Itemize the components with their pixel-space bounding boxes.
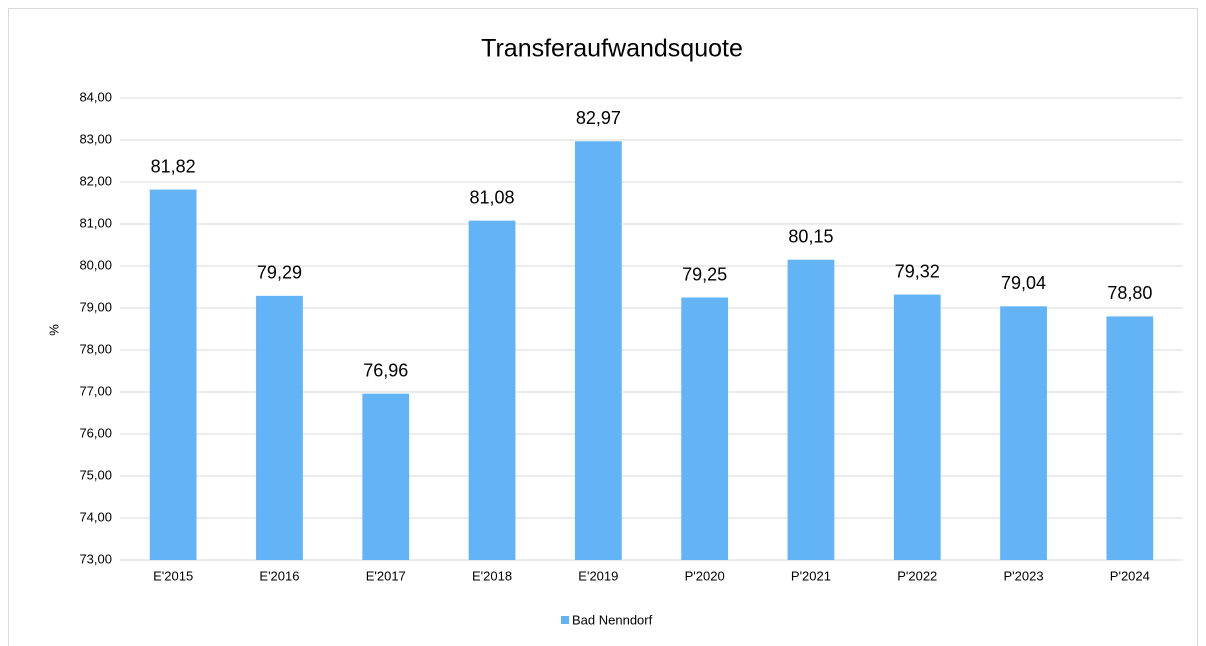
x-tick-label: P'2020 [685, 568, 725, 583]
bar [893, 294, 941, 560]
bar [362, 393, 410, 560]
y-tick-label: 83,00 [79, 131, 112, 146]
y-tick-label: 76,00 [79, 425, 112, 440]
bar [1106, 316, 1154, 560]
x-tick-label: E'2018 [472, 568, 512, 583]
y-tick-label: 82,00 [79, 173, 112, 188]
data-label: 81,08 [470, 187, 515, 207]
x-tick-label: E'2017 [366, 568, 406, 583]
y-tick-label: 79,00 [79, 299, 112, 314]
x-tick-label: P'2024 [1110, 568, 1150, 583]
x-tick-label: P'2023 [1004, 568, 1044, 583]
chart-title: Transferaufwandsquote [481, 35, 743, 63]
y-tick-label: 84,00 [79, 89, 112, 104]
y-tick-label: 77,00 [79, 383, 112, 398]
bar [1000, 306, 1047, 560]
bar [787, 259, 835, 560]
x-tick-label: E'2016 [259, 568, 299, 583]
bar [256, 295, 303, 560]
y-tick-label: 73,00 [79, 551, 112, 566]
bar [681, 297, 729, 560]
data-label: 79,25 [682, 264, 727, 284]
x-tick-label: P'2022 [897, 568, 937, 583]
y-tick-label: 80,00 [79, 257, 112, 272]
x-tick-label: E'2015 [153, 568, 193, 583]
legend-swatch [561, 616, 569, 624]
x-tick-label: P'2021 [791, 568, 831, 583]
y-tick-label: 81,00 [79, 215, 112, 230]
y-tick-label: 78,00 [79, 341, 112, 356]
data-label: 79,04 [1001, 273, 1046, 293]
data-label: 82,97 [576, 108, 621, 128]
y-axis-label: % [46, 324, 61, 336]
bar [574, 141, 622, 560]
legend-label: Bad Nenndorf [572, 612, 653, 627]
data-label: 80,15 [788, 226, 833, 246]
x-tick-label: E'2019 [578, 568, 618, 583]
data-label: 81,82 [151, 156, 196, 176]
bar [149, 189, 197, 560]
bar [468, 220, 516, 560]
data-label: 78,80 [1107, 283, 1152, 303]
data-label: 79,32 [895, 261, 940, 281]
data-label: 79,29 [257, 263, 302, 283]
data-label: 76,96 [363, 360, 408, 380]
y-tick-label: 75,00 [79, 467, 112, 482]
y-tick-label: 74,00 [79, 509, 112, 524]
